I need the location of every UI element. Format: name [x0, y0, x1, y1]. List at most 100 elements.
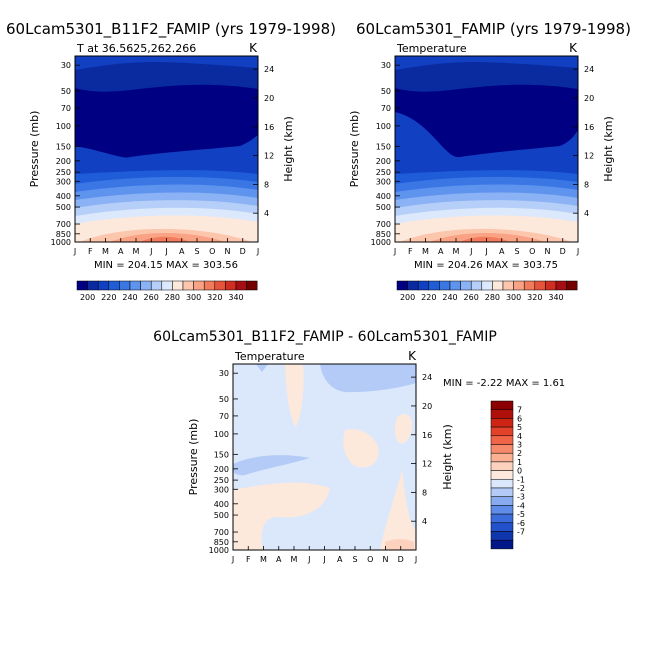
- x-tick-label: D: [240, 247, 246, 256]
- panel-subtitle: T at 36.5625,262.266: [76, 42, 196, 55]
- colorbar-label: 340: [548, 293, 563, 302]
- colorbar-label: -2: [517, 484, 525, 493]
- y-tick-label: 100: [56, 122, 71, 131]
- y-tick-label: 700: [376, 220, 391, 229]
- colorbar-swatch: [490, 400, 514, 410]
- y-tick-label: 150: [56, 142, 71, 151]
- colorbar-label: -3: [517, 493, 525, 502]
- stats-label: MIN = 204.26 MAX = 303.75: [414, 260, 558, 271]
- x-tick-label: J: [73, 247, 76, 256]
- colorbar-swatch: [396, 280, 408, 291]
- colorbar-label: 6: [517, 414, 522, 423]
- colorbar-swatch: [490, 426, 514, 437]
- colorbar-label: 300: [186, 293, 201, 302]
- colorbar-label: 7: [517, 406, 522, 415]
- colorbar-swatch: [490, 522, 514, 532]
- colorbar-label: 260: [144, 293, 159, 302]
- colorbar-swatch: [490, 531, 514, 541]
- y-tick-label: 100: [214, 430, 229, 439]
- colorbar-swatch: [490, 479, 514, 489]
- colorbar-swatch: [490, 496, 514, 506]
- y-tick-label-right: 24: [264, 65, 274, 74]
- x-tick-label: J: [307, 555, 310, 564]
- colorbar-label: -6: [517, 519, 525, 528]
- colorbar-swatch: [140, 280, 152, 291]
- colorbar-swatch: [490, 470, 514, 480]
- colorbar-label: 2: [517, 449, 522, 458]
- x-tick-label: N: [545, 247, 551, 256]
- x-tick-label: A: [179, 247, 185, 256]
- y-tick-label: 700: [214, 528, 229, 537]
- units-label: K: [249, 41, 258, 55]
- y-tick-label: 200: [214, 465, 229, 474]
- y-tick-label: 50: [381, 87, 391, 96]
- y-tick-label: 300: [214, 485, 229, 494]
- y-axis-label-right: Height (km): [441, 424, 454, 490]
- colorbar-swatch: [492, 280, 504, 291]
- colorbar-label: -5: [517, 510, 525, 519]
- colorbar-swatch: [490, 444, 514, 454]
- colorbar-label: 4: [517, 432, 522, 441]
- x-tick-label: J: [393, 247, 396, 256]
- colorbar-swatch: [490, 418, 514, 428]
- y-tick-label: 300: [56, 177, 71, 186]
- colorbar-label: 260: [464, 293, 479, 302]
- x-tick-label: J: [322, 555, 325, 564]
- colorbar-swatch: [129, 280, 141, 291]
- x-tick-label: J: [576, 247, 579, 256]
- y-tick-label: 300: [376, 177, 391, 186]
- colorbar-label: 220: [101, 293, 116, 302]
- y-tick-label: 500: [376, 203, 391, 212]
- colorbar-label: 200: [80, 293, 95, 302]
- y-axis-label-right: Height (km): [602, 116, 615, 182]
- colorbar-swatch: [481, 280, 493, 291]
- y-tick-label: 200: [376, 157, 391, 166]
- colorbar-swatch: [235, 280, 247, 291]
- y-axis-right: 24 20 16 12 8 4: [253, 65, 274, 218]
- colorbar-label: 3: [517, 441, 522, 450]
- colorbar: 200 220 240 260 280 300 320 340: [396, 280, 578, 302]
- y-tick-label-right: 16: [422, 431, 432, 440]
- colorbar-label: 320: [527, 293, 542, 302]
- x-tick-label: A: [337, 555, 343, 564]
- x-tick-label: A: [276, 555, 282, 564]
- panel-title: 60Lcam5301_B11F2_FAMIP - 60Lcam5301_FAMI…: [153, 329, 497, 345]
- x-tick-label: O: [367, 555, 373, 564]
- colorbar-label: 200: [400, 293, 415, 302]
- x-tick-label: N: [383, 555, 389, 564]
- colorbar-swatch: [76, 280, 88, 291]
- y-tick-label: 250: [214, 476, 229, 485]
- colorbar-label: 220: [421, 293, 436, 302]
- x-tick-label: M: [422, 247, 429, 256]
- colorbar-swatch: [449, 280, 461, 291]
- x-tick-label: N: [225, 247, 231, 256]
- colorbar-label: 280: [165, 293, 180, 302]
- y-tick-label-right: 8: [422, 488, 427, 497]
- colorbar-label: 300: [506, 293, 521, 302]
- y-axis-label-right: Height (km): [282, 116, 295, 182]
- x-tick-label: J: [484, 247, 487, 256]
- y-tick-label-right: 12: [584, 152, 594, 161]
- colorbar-swatch: [150, 280, 163, 291]
- y-tick-label: 70: [61, 104, 71, 113]
- x-tick-label: J: [164, 247, 167, 256]
- colorbar-swatch: [108, 280, 120, 291]
- y-tick-label: 400: [56, 192, 71, 201]
- units-label: K: [569, 41, 578, 55]
- y-tick-label: 50: [61, 87, 71, 96]
- colorbar-swatch: [502, 280, 514, 291]
- colorbar-swatch: [428, 280, 440, 291]
- y-tick-label: 1000: [209, 546, 229, 555]
- contour-field: [233, 364, 416, 550]
- colorbar-swatch: [119, 280, 131, 291]
- colorbar-label: 1: [517, 458, 522, 467]
- colorbar-swatch: [439, 280, 451, 291]
- y-tick-label: 250: [56, 168, 71, 177]
- x-tick-label: J: [231, 555, 234, 564]
- stats-label: MIN = -2.22 MAX = 1.61: [443, 378, 565, 389]
- contour-field: [395, 56, 578, 242]
- y-tick-label-right: 24: [422, 373, 432, 382]
